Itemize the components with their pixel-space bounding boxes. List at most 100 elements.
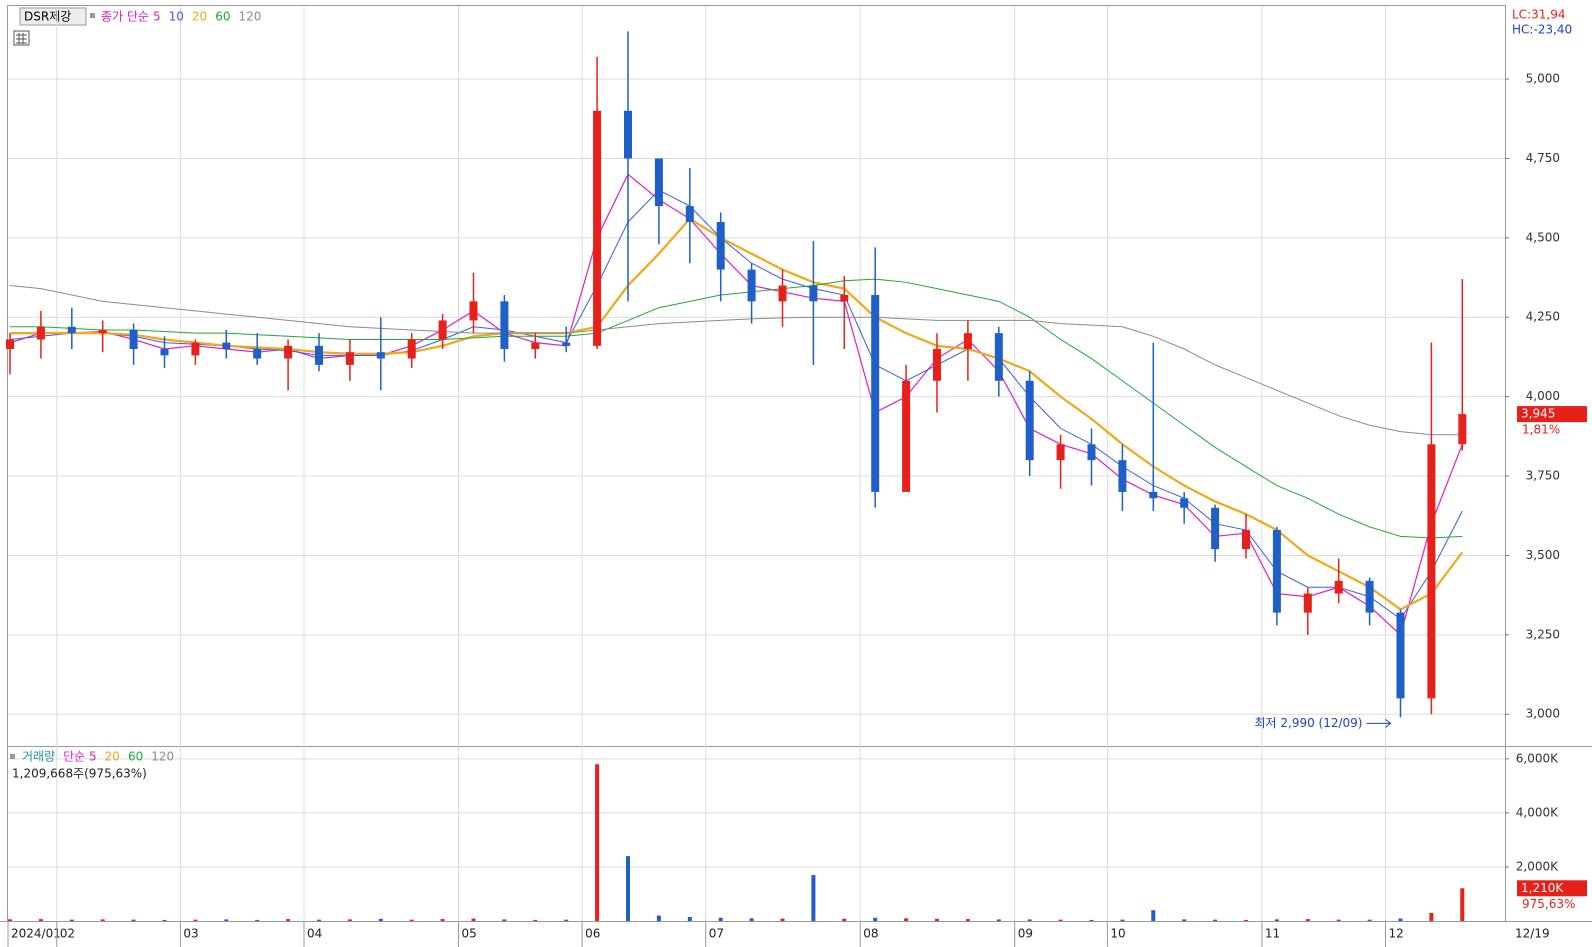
x-tick-label: 03 bbox=[183, 927, 198, 941]
y-tick-label: 6,000K bbox=[1516, 751, 1559, 765]
last-price: 3,945 bbox=[1521, 407, 1555, 421]
ma-line bbox=[10, 217, 1464, 611]
volume-bar bbox=[749, 918, 754, 921]
volume-bar bbox=[1429, 912, 1434, 921]
candle-body bbox=[1211, 507, 1220, 550]
y-tick-label: 4,250 bbox=[1526, 310, 1560, 324]
legend-dot bbox=[10, 754, 15, 759]
volume-bar bbox=[8, 919, 12, 921]
volume-bar bbox=[811, 875, 816, 921]
legend-label: 20 bbox=[105, 750, 120, 764]
candle-body bbox=[593, 110, 602, 346]
volume-bar bbox=[1305, 919, 1310, 921]
legend-label: 단순 5 bbox=[63, 750, 97, 764]
legend-label: 10 bbox=[169, 10, 184, 24]
volume-bar bbox=[1336, 919, 1341, 921]
candle-body bbox=[1272, 530, 1281, 613]
y-tick-label: 4,000 bbox=[1526, 389, 1560, 403]
volume-bar bbox=[780, 918, 785, 921]
candle-body bbox=[1149, 491, 1158, 499]
candle-body bbox=[253, 349, 262, 359]
volume-bar bbox=[1151, 910, 1156, 921]
volume-bar bbox=[1213, 919, 1218, 921]
change: 1,81% bbox=[1522, 423, 1560, 437]
volume-bar bbox=[317, 919, 321, 921]
y-tick-label: 4,750 bbox=[1526, 151, 1560, 165]
low-arrow bbox=[1366, 719, 1392, 728]
x-tick-label: 2024/01 bbox=[11, 927, 61, 941]
ma-line bbox=[9, 284, 1463, 436]
volume-bar bbox=[193, 919, 198, 921]
y-tick-label: 3,250 bbox=[1526, 627, 1560, 641]
volume-bar bbox=[69, 919, 74, 921]
volume-bar bbox=[1398, 918, 1403, 921]
candle-body bbox=[809, 285, 818, 302]
volume-bar bbox=[502, 919, 507, 921]
volume-bar bbox=[842, 918, 847, 921]
candle-body bbox=[562, 342, 571, 346]
lc-label: LC:31,94 bbox=[1512, 8, 1565, 22]
symbol-box[interactable] bbox=[19, 7, 87, 26]
volume-bar bbox=[1367, 919, 1372, 921]
volume-bar bbox=[626, 856, 630, 921]
volume-bar bbox=[656, 915, 661, 921]
volume-bar bbox=[1027, 919, 1032, 921]
last-date: 12/19 bbox=[1515, 927, 1550, 941]
x-tick-label: 09 bbox=[1018, 927, 1033, 941]
candle-body bbox=[1334, 580, 1343, 594]
volume-bar bbox=[224, 919, 229, 921]
legend-label: 60 bbox=[128, 750, 143, 764]
candle-body bbox=[871, 295, 880, 492]
candle-body bbox=[1056, 444, 1065, 461]
low-note: 최저 2,990 (12/09) bbox=[1254, 716, 1362, 730]
candle-body bbox=[1396, 612, 1405, 699]
volume-bar bbox=[996, 919, 1001, 921]
x-tick-label: 06 bbox=[585, 927, 600, 941]
candle-body bbox=[469, 301, 478, 321]
x-tick-label: 10 bbox=[1110, 927, 1125, 941]
candle-body bbox=[345, 352, 354, 365]
legend-label: 5 bbox=[153, 10, 161, 24]
legend-label: 종가 단순 bbox=[101, 10, 149, 24]
volume-bar bbox=[471, 918, 476, 921]
volume-bar bbox=[440, 919, 445, 921]
candle-body bbox=[1427, 444, 1436, 699]
candle-body bbox=[1303, 593, 1312, 613]
x-tick-label: 11 bbox=[1265, 927, 1280, 941]
ma-line bbox=[9, 173, 1463, 636]
y-tick-label: 3,000 bbox=[1526, 707, 1560, 721]
volume-bar bbox=[1460, 888, 1465, 921]
ma-line bbox=[10, 278, 1463, 539]
candle-body bbox=[1118, 460, 1127, 492]
candle-body bbox=[1365, 580, 1374, 613]
x-tick-label: 08 bbox=[863, 927, 878, 941]
volume-bar bbox=[409, 919, 414, 921]
candle-body bbox=[98, 329, 107, 334]
candle-body bbox=[376, 352, 385, 359]
volume-bar bbox=[1058, 919, 1063, 921]
volume-bar bbox=[38, 919, 43, 921]
legend-label: 20 bbox=[192, 10, 207, 24]
volume-bar bbox=[1089, 919, 1094, 921]
candle-body bbox=[36, 326, 45, 340]
candle-body bbox=[685, 206, 694, 222]
y-tick-label: 4,500 bbox=[1526, 230, 1560, 244]
symbol: DSR제강 bbox=[24, 10, 71, 24]
volume-bar bbox=[162, 919, 167, 921]
hc-label: HC:-23,40 bbox=[1512, 23, 1572, 37]
y-tick-label: 5,000 bbox=[1526, 72, 1560, 86]
y-tick-label: 4,000K bbox=[1516, 805, 1559, 819]
candle-body bbox=[315, 345, 323, 365]
y-tick-label: 2,000K bbox=[1516, 859, 1559, 873]
candle-body bbox=[1025, 380, 1034, 461]
candle-body bbox=[67, 326, 76, 334]
candle-body bbox=[1087, 444, 1096, 461]
volume-bar bbox=[935, 918, 939, 921]
candle-body bbox=[129, 329, 138, 350]
candle-body bbox=[438, 320, 447, 340]
candle-body bbox=[1242, 530, 1250, 550]
candle-body bbox=[1458, 414, 1467, 445]
last-volume: 1,210K bbox=[1521, 881, 1564, 895]
volume-bar bbox=[1120, 919, 1125, 921]
